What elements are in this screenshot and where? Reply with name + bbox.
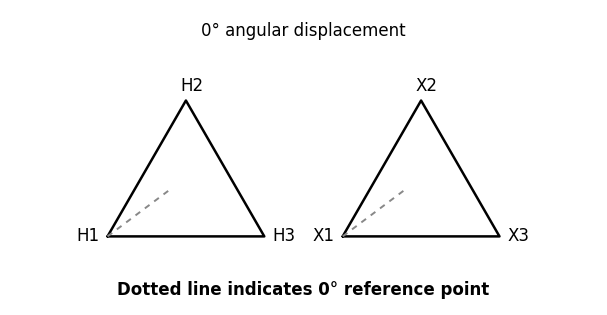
Text: Dotted line indicates 0° reference point: Dotted line indicates 0° reference point	[117, 281, 490, 299]
Text: X3: X3	[507, 227, 529, 245]
Text: 0° angular displacement: 0° angular displacement	[201, 22, 406, 40]
Text: X1: X1	[313, 227, 335, 245]
Text: H3: H3	[272, 227, 295, 245]
Text: H2: H2	[181, 77, 204, 95]
Text: H1: H1	[76, 227, 100, 245]
Text: X2: X2	[416, 77, 438, 95]
